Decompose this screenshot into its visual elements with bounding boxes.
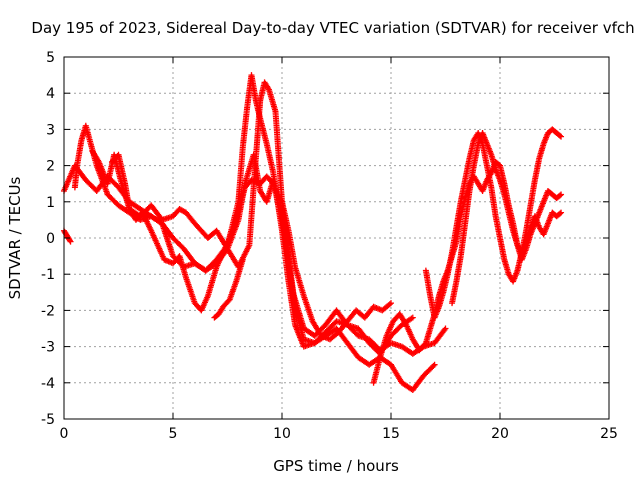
data-point — [67, 238, 74, 245]
series-sat-f — [211, 256, 246, 321]
data-point — [556, 132, 563, 139]
data-point — [558, 209, 565, 216]
y-tick-label: 1 — [46, 195, 55, 211]
y-tick-label: 2 — [46, 159, 55, 175]
y-tick-label: 5 — [46, 50, 55, 66]
data-point — [430, 362, 437, 369]
y-axis-label: SDTVAR / TECUs — [6, 176, 24, 299]
series-sat-e — [61, 227, 74, 245]
data-point — [239, 256, 246, 263]
y-tick-label: 3 — [46, 122, 55, 138]
y-tick-label: -4 — [41, 376, 55, 392]
y-tick-label: -1 — [41, 267, 55, 283]
series-sat-i — [449, 130, 565, 307]
y-axis-ticks: -5 -4 -3 -2 -1 0 1 2 3 4 5 — [41, 50, 609, 428]
data-point — [556, 192, 563, 199]
y-tick-label: -5 — [41, 412, 55, 428]
data-point — [388, 300, 394, 307]
y-tick-label: 0 — [46, 231, 55, 247]
x-axis-label: GPS time / hours — [273, 457, 399, 475]
data-point — [386, 301, 393, 308]
data-point — [558, 191, 565, 198]
data-point — [441, 326, 448, 333]
y-tick-label: -2 — [41, 303, 55, 319]
x-tick-label: 10 — [273, 426, 291, 442]
x-axis-ticks: 0 5 10 15 20 25 — [60, 57, 618, 442]
data-point — [409, 314, 416, 321]
y-tick-label: 4 — [46, 86, 55, 102]
x-tick-label: 15 — [382, 426, 400, 442]
series-sat-h — [422, 126, 565, 321]
data-series — [61, 72, 565, 394]
data-point — [442, 325, 449, 332]
series-sat-d — [108, 151, 394, 343]
series-sat-b — [71, 72, 416, 357]
x-tick-label: 0 — [60, 426, 69, 442]
x-tick-label: 5 — [169, 426, 178, 442]
x-tick-label: 25 — [600, 426, 618, 442]
data-point — [558, 133, 565, 140]
y-tick-label: -3 — [41, 340, 55, 356]
data-point — [556, 210, 563, 217]
data-point — [431, 361, 438, 368]
chart-title: Day 195 of 2023, Sidereal Day-to-day VTE… — [31, 19, 634, 37]
x-tick-label: 20 — [491, 426, 509, 442]
